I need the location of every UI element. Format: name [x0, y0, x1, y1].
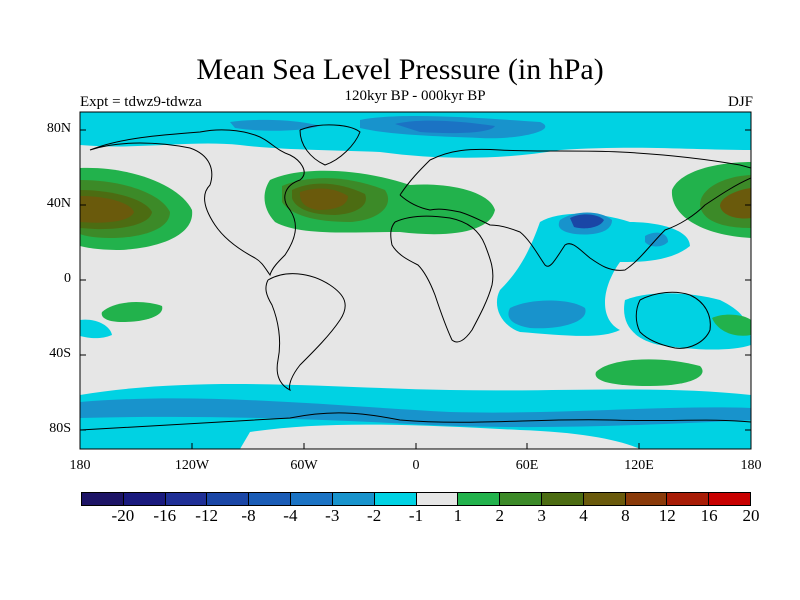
colorbar-swatch: [416, 493, 459, 505]
lat-tick-label: 80N: [46, 121, 71, 136]
tasman-green: [712, 314, 751, 336]
colorbar-swatch: [667, 493, 710, 505]
colorbar-label: 4: [579, 506, 588, 525]
colorbar-label: 12: [658, 506, 676, 525]
colorbar-swatch: [207, 493, 250, 505]
colorbar-label: -2: [367, 506, 382, 525]
lon-tick-label: 180: [740, 458, 762, 473]
colorbar-swatch: [291, 493, 333, 505]
australia-coast: [635, 291, 711, 349]
colorbar-swatch: [709, 493, 750, 505]
colorbar-label: -12: [195, 506, 218, 525]
indian-low-south: [508, 300, 586, 329]
lon-tick-label: 180: [69, 458, 91, 473]
southern-green-patch: [595, 359, 703, 386]
south-atlantic-cyan: [300, 387, 380, 402]
colorbar-swatch: [249, 493, 292, 505]
africa-coast: [390, 215, 494, 343]
tibet-low-core: [570, 214, 604, 229]
np-high-east-core: [80, 196, 134, 223]
chart-subtitle: 120kyr BP - 000kyr BP: [344, 88, 486, 104]
colorbar-label: -4: [283, 506, 298, 525]
coastlines: [80, 124, 751, 431]
np-high-west-core: [720, 188, 751, 219]
antarctic-cyan-south: [80, 435, 240, 449]
colorbar-swatch: [82, 493, 124, 505]
colorbar-swatch: [123, 493, 166, 505]
colorbar-swatch: [583, 493, 626, 505]
lat-tick-label: 40N: [46, 196, 71, 211]
season-label: DJF: [727, 94, 753, 110]
lat-tick-label: 40S: [49, 346, 71, 361]
east-pacific-cyan: [80, 319, 112, 339]
antarctica-coast: [80, 412, 751, 431]
west-arctic-deep: [230, 119, 320, 131]
colorbar-label: 2: [495, 506, 505, 525]
colorbar-label: -8: [241, 506, 256, 525]
north-america-coast: [89, 129, 305, 277]
lon-tick-label: 120W: [174, 458, 210, 473]
colorbar-label: -1: [408, 506, 424, 525]
australia-cyan: [624, 293, 751, 350]
colorbar-swatch: [165, 493, 208, 505]
colorbar-swatch: [458, 493, 501, 505]
colorbar-label: 3: [537, 506, 546, 525]
lon-tick-label: 60E: [515, 458, 539, 473]
colorbar-label: -3: [325, 506, 340, 525]
lon-tick-label: 0: [412, 458, 420, 473]
lat-tick-label: 0: [64, 271, 71, 286]
colorbar-label: 16: [700, 506, 718, 525]
colorbar-label: 1: [453, 506, 463, 525]
lon-tick-label: 120E: [624, 458, 654, 473]
colorbar-label: -20: [111, 506, 135, 525]
chart-title: Mean Sea Level Pressure (in hPa): [196, 53, 604, 86]
antarctic-gray: [240, 424, 640, 449]
na-high-core: [299, 188, 348, 210]
colorbar-swatch: [500, 493, 542, 505]
axis-ticks: [79, 129, 752, 449]
south-pacific-green: [101, 302, 163, 322]
lat-tick-label: 80S: [49, 421, 71, 436]
greenland-coast: [299, 124, 361, 166]
colorbar: [81, 492, 751, 506]
eurasia-coast: [399, 148, 751, 271]
colorbar-label: -16: [153, 506, 177, 525]
colorbar-label: 20: [742, 506, 760, 525]
experiment-label: Expt = tdwz9-tdwza: [80, 94, 202, 110]
colorbar-swatch: [625, 493, 668, 505]
arctic-deeper: [395, 120, 495, 134]
colorbar-swatch: [332, 493, 375, 505]
colorbar-label: 8: [621, 506, 630, 525]
colorbar-swatch: [374, 493, 417, 505]
south-america-coast: [265, 273, 346, 392]
colorbar-swatch: [541, 493, 584, 505]
lon-tick-label: 60W: [290, 458, 318, 473]
